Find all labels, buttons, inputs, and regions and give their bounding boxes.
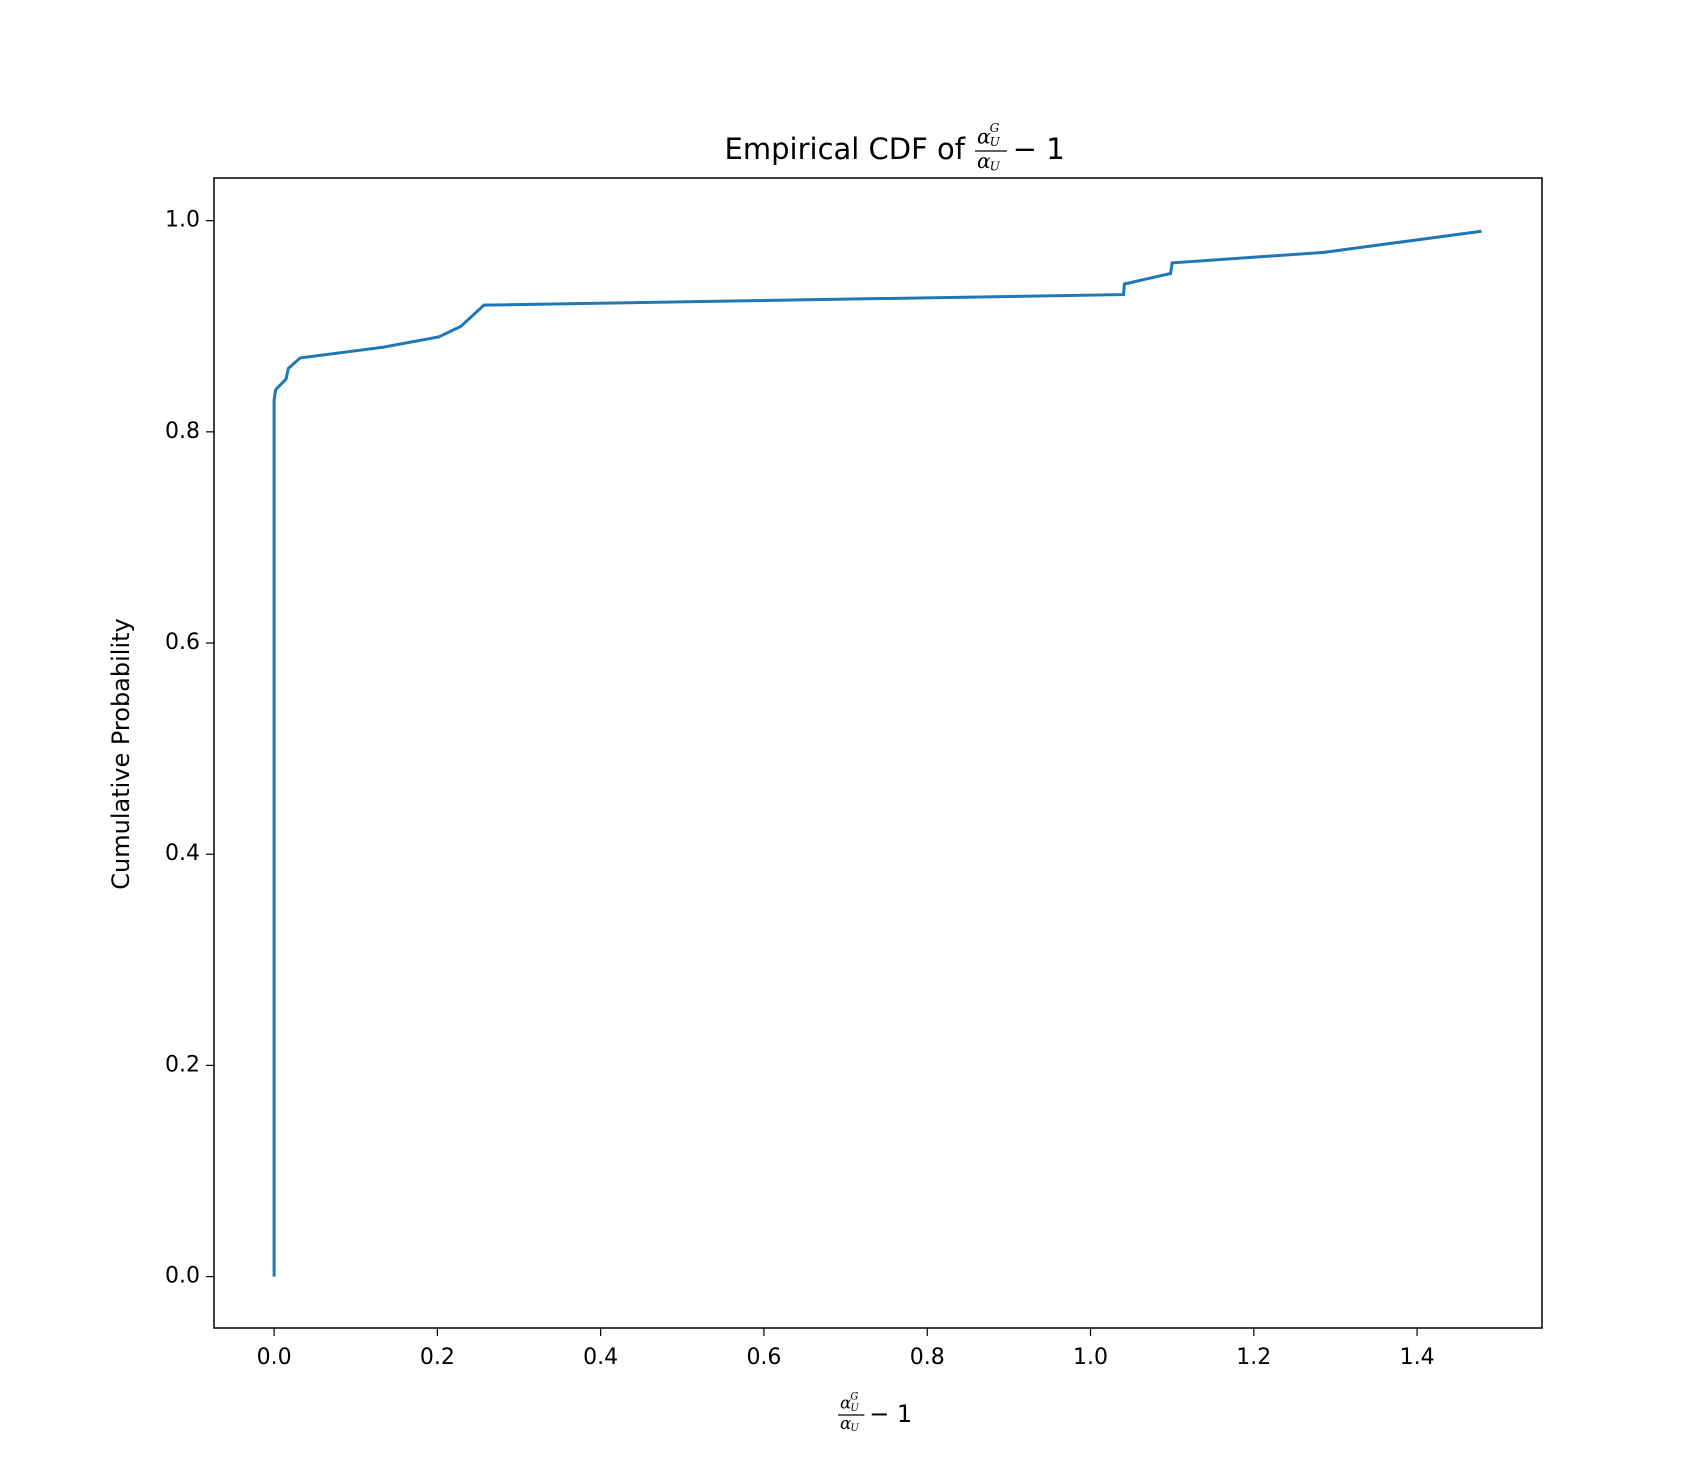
x-tick-label: 1.0 (1073, 1345, 1108, 1370)
chart-title: Empirical CDF of (725, 132, 966, 166)
x-tick-label: 0.8 (910, 1345, 945, 1370)
x-label-expr-den-sub: U (850, 1423, 859, 1434)
x-tick-label: 0.4 (583, 1345, 618, 1370)
title-expr-den-base: α (977, 149, 991, 173)
x-tick-label: 1.4 (1400, 1345, 1435, 1370)
y-tick-label: 0.4 (165, 841, 200, 866)
x-tick-label: 1.2 (1236, 1345, 1271, 1370)
y-tick-label: 1.0 (165, 208, 200, 233)
x-tick-label: 0.6 (746, 1345, 781, 1370)
x-label-expr-num-base: α (840, 1393, 851, 1413)
y-tick-label: 0.2 (165, 1052, 200, 1077)
title-expr-num-sub: U (990, 135, 1001, 149)
title-expr-den-sub: U (990, 159, 1001, 173)
y-tick-label: 0.6 (165, 630, 200, 655)
x-tick-label: 0.2 (420, 1345, 455, 1370)
x-label-expr-rest: − 1 (869, 1400, 912, 1428)
title-expr-num-base: α (977, 124, 991, 148)
y-tick-label: 0.8 (165, 419, 200, 444)
x-label-expr-den-base: α (840, 1413, 851, 1433)
x-tick-label: 0.0 (257, 1345, 292, 1370)
title-expr-num-sup: G (990, 121, 1000, 135)
x-label-expr-num-sub: U (850, 1403, 859, 1414)
x-label-expr-num-sup: G (850, 1391, 858, 1402)
title-expr-rest: − 1 (1013, 132, 1065, 166)
y-axis-label: Cumulative Probability (107, 618, 135, 889)
y-tick-label: 0.0 (165, 1264, 200, 1289)
cdf-line (272, 229, 1482, 1277)
plot-frame (213, 177, 1543, 1329)
